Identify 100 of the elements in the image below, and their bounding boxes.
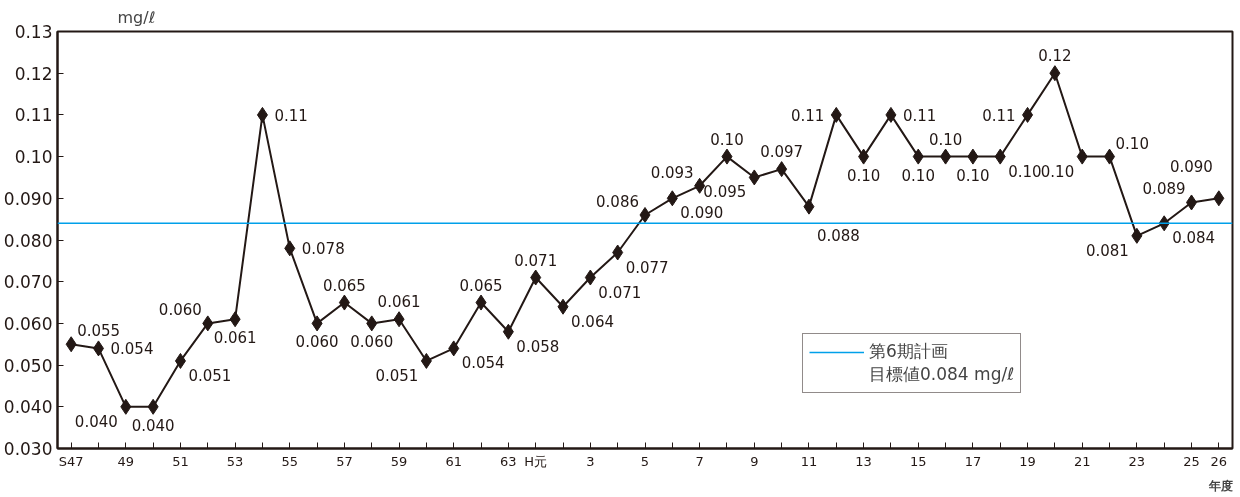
point — [420, 352, 432, 369]
x-tick-label: 49 — [117, 453, 135, 469]
data-label: 0.060 — [158, 301, 202, 320]
x-tick-label: 11 — [800, 453, 818, 469]
point — [284, 240, 296, 257]
point — [65, 336, 77, 353]
x-tick-label: 5 — [640, 453, 650, 469]
x-tick-label: 61 — [445, 453, 462, 469]
point — [612, 244, 624, 261]
data-label: 0.055 — [77, 322, 121, 341]
data-label: 0.077 — [625, 258, 669, 277]
point — [721, 148, 733, 165]
data-label: 0.065 — [459, 276, 503, 295]
x-tick-label: 57 — [336, 453, 353, 469]
point — [448, 340, 460, 357]
data-label: 0.060 — [350, 333, 394, 352]
data-label: 0.064 — [571, 312, 614, 331]
point — [1186, 194, 1198, 211]
point — [1049, 65, 1061, 82]
point — [584, 269, 596, 286]
x-tick-label: 13 — [855, 453, 872, 469]
y-tick-label: 0.070 — [3, 272, 53, 293]
x-tick-label: 15 — [909, 453, 927, 469]
x-tick-label: 9 — [750, 453, 759, 469]
y-tick-label: 0.13 — [14, 22, 53, 42]
x-tick-label: S47 — [58, 453, 84, 469]
point — [530, 269, 542, 286]
point — [174, 352, 186, 369]
point — [858, 148, 870, 165]
x-tick-label: 51 — [172, 453, 189, 469]
data-label: 0.071 — [598, 283, 642, 302]
point — [366, 315, 378, 332]
point — [1076, 148, 1088, 165]
point — [1022, 106, 1034, 123]
point — [1213, 190, 1225, 207]
annotation: 目標値0.084 mg/ℓ — [869, 363, 1015, 386]
x-axis-title: 年度 — [1207, 478, 1233, 493]
point — [393, 311, 405, 328]
data-label: 0.12 — [1038, 47, 1072, 66]
y-tick-label: 0.090 — [3, 188, 53, 209]
data-label: 0.054 — [110, 340, 154, 359]
point — [256, 106, 268, 123]
data-label: 0.088 — [816, 226, 860, 245]
point — [120, 398, 132, 415]
data-label: 0.10 — [846, 166, 881, 185]
point — [830, 106, 842, 123]
x-tick-label: 17 — [964, 453, 982, 469]
point — [803, 198, 815, 215]
data-label: 0.040 — [131, 416, 175, 435]
x-tick-label: H元 — [524, 453, 548, 469]
data-label: 0.051 — [188, 366, 232, 385]
data-label: 0.10 — [956, 166, 990, 185]
point — [92, 340, 104, 357]
y-tick-label: 0.040 — [3, 397, 53, 418]
x-tick-label: 3 — [586, 453, 595, 469]
legend-label: 第6期計画 — [869, 340, 948, 363]
point — [967, 148, 979, 165]
point — [311, 315, 323, 332]
y-tick-label: 0.10 — [14, 147, 53, 168]
x-tick-label: 23 — [1128, 453, 1146, 469]
x-tick-label: 19 — [1019, 453, 1036, 469]
point — [502, 323, 514, 340]
data-label: 0.061 — [377, 293, 421, 312]
point — [748, 169, 760, 186]
point — [557, 298, 569, 315]
data-label: 0.090 — [1169, 158, 1213, 177]
point — [338, 294, 350, 311]
point — [666, 190, 678, 207]
data-label: 0.10 — [1008, 162, 1042, 181]
data-label: 0.058 — [516, 337, 560, 356]
x-tick-label: 25 — [1183, 453, 1200, 469]
data-label: 0.078 — [301, 240, 345, 259]
data-label: 0.084 — [1172, 229, 1216, 248]
y-tick-label: 0.11 — [14, 105, 53, 126]
data-label: 0.11 — [274, 106, 308, 125]
data-label: 0.10 — [1115, 134, 1149, 153]
data-label: 0.086 — [596, 192, 640, 211]
x-tick-label: 53 — [226, 453, 244, 469]
data-label: 0.095 — [703, 183, 747, 202]
point — [475, 294, 487, 311]
point — [940, 148, 952, 165]
y-tick-label: 0.030 — [3, 439, 53, 459]
x-tick-label: 59 — [390, 453, 408, 469]
point — [1131, 227, 1143, 244]
data-label: 0.054 — [461, 354, 505, 373]
data-label: 0.081 — [1085, 241, 1129, 260]
data-label: 0.090 — [680, 204, 724, 223]
point — [1104, 148, 1116, 165]
data-label: 0.11 — [902, 106, 937, 125]
y-tick-label: 0.12 — [14, 63, 53, 84]
data-label: 0.089 — [1142, 180, 1186, 199]
data-label: 0.061 — [213, 329, 257, 348]
x-tick-label: 26 — [1210, 453, 1228, 469]
x-tick-label: 63 — [500, 453, 517, 469]
data-label: 0.040 — [74, 412, 118, 431]
data-label: 0.11 — [790, 106, 825, 125]
point — [776, 161, 788, 178]
data-label: 0.051 — [375, 366, 419, 385]
point — [994, 148, 1006, 165]
x-tick-label: 55 — [281, 453, 299, 469]
